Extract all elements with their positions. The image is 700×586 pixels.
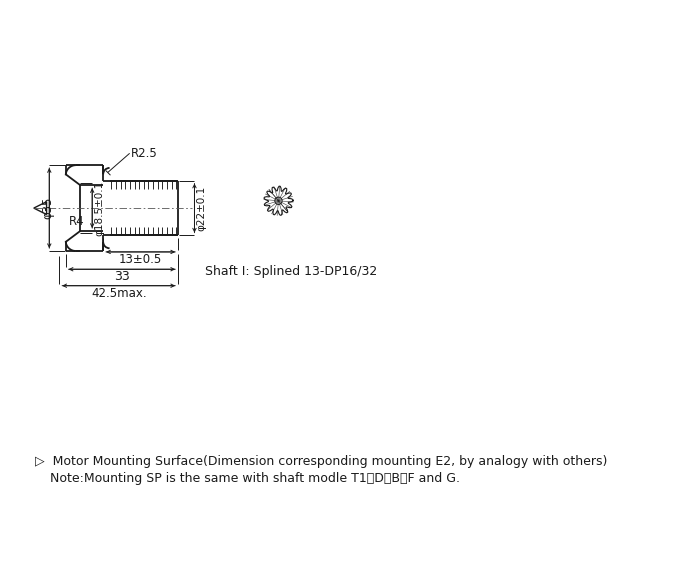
Text: R4: R4 xyxy=(69,215,84,229)
Text: ▷  Motor Mounting Surface(Dimension corresponding mounting E2, by analogy with o: ▷ Motor Mounting Surface(Dimension corre… xyxy=(35,455,607,468)
Text: 33: 33 xyxy=(114,270,130,283)
Text: φ18.5±0.1: φ18.5±0.1 xyxy=(94,180,104,236)
Text: Shaft I: Splined 13-DP16/32: Shaft I: Splined 13-DP16/32 xyxy=(205,265,378,278)
Text: 42.5max.: 42.5max. xyxy=(91,287,146,299)
Text: 13±0.5: 13±0.5 xyxy=(119,253,162,265)
Text: Note:Mounting SP is the same with shaft modle T1、D、B、F and G.: Note:Mounting SP is the same with shaft … xyxy=(50,472,460,485)
Text: φ22±0.1: φ22±0.1 xyxy=(196,185,206,231)
Text: φ35: φ35 xyxy=(41,197,54,219)
Text: R2.5: R2.5 xyxy=(131,147,158,160)
